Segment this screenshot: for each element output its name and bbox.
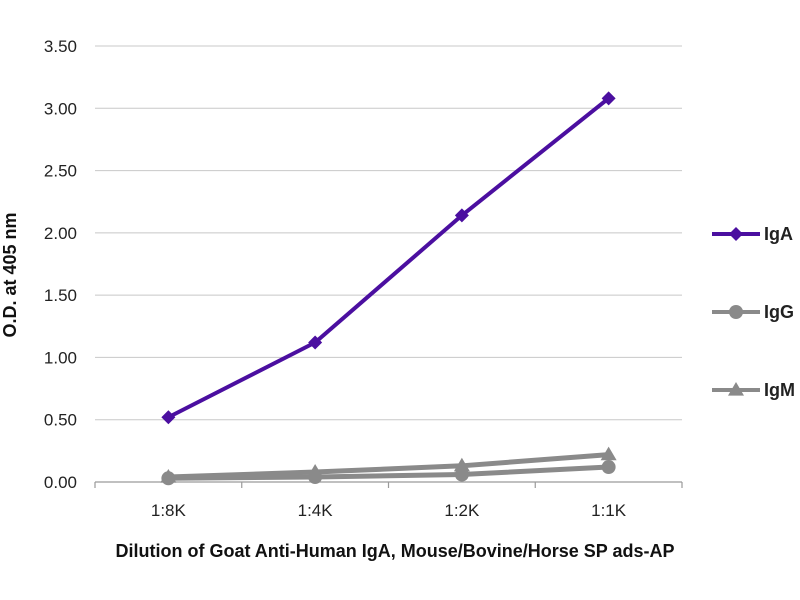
- y-axis-title: O.D. at 405 nm: [0, 212, 20, 337]
- x-tick-label: 1:2K: [444, 501, 480, 520]
- data-point-igg: [161, 471, 176, 486]
- axes: [94, 481, 683, 488]
- x-tick-label: 1:8K: [151, 501, 187, 520]
- x-tick-label: 1:1K: [591, 501, 627, 520]
- data-point-igg: [601, 460, 616, 475]
- data-point-igm: [453, 457, 470, 472]
- x-axis-title: Dilution of Goat Anti-Human IgA, Mouse/B…: [115, 541, 674, 561]
- legend-item-iga: IgA: [712, 224, 793, 244]
- y-tick-label: 1.50: [44, 286, 77, 305]
- legend-marker-iga: [729, 227, 743, 241]
- series-igg: [161, 460, 616, 486]
- data-point-igg: [454, 467, 469, 482]
- series-line-iga: [167, 96, 610, 420]
- y-tick-label: 0.00: [44, 473, 77, 492]
- x-tick-labels: 1:8K 1:4K 1:2K 1:1K: [151, 501, 627, 520]
- series-iga: [161, 91, 616, 425]
- x-tick-label: 1:4K: [298, 501, 334, 520]
- data-point-iga: [601, 91, 616, 106]
- y-tick-label: 3.00: [44, 99, 77, 118]
- y-tick-label: 0.50: [44, 411, 77, 430]
- legend: IgA IgG IgM: [712, 224, 795, 400]
- data-point-iga: [454, 208, 469, 223]
- legend-marker-igg: [729, 305, 743, 319]
- data-point-igg: [308, 470, 323, 485]
- legend-label-igg: IgG: [764, 302, 794, 322]
- series-line-igm: [168, 452, 609, 480]
- legend-item-igm: IgM: [712, 380, 795, 400]
- series-group: [160, 91, 617, 486]
- y-tick-label: 3.50: [44, 37, 77, 56]
- legend-marker-igm: [728, 382, 744, 396]
- data-point-iga: [308, 335, 323, 350]
- series-line-igg: [168, 464, 609, 481]
- data-point-iga: [161, 410, 176, 425]
- legend-item-igg: IgG: [712, 302, 794, 322]
- legend-label-iga: IgA: [764, 224, 793, 244]
- y-tick-label: 1.00: [44, 348, 77, 367]
- gridlines: [95, 45, 682, 421]
- y-tick-labels: 0.00 0.50 1.00 1.50 2.00 2.50 3.00 3.50: [44, 37, 77, 492]
- y-tick-label: 2.50: [44, 162, 77, 181]
- data-point-igm: [600, 446, 617, 461]
- y-tick-label: 2.00: [44, 224, 77, 243]
- legend-label-igm: IgM: [764, 380, 795, 400]
